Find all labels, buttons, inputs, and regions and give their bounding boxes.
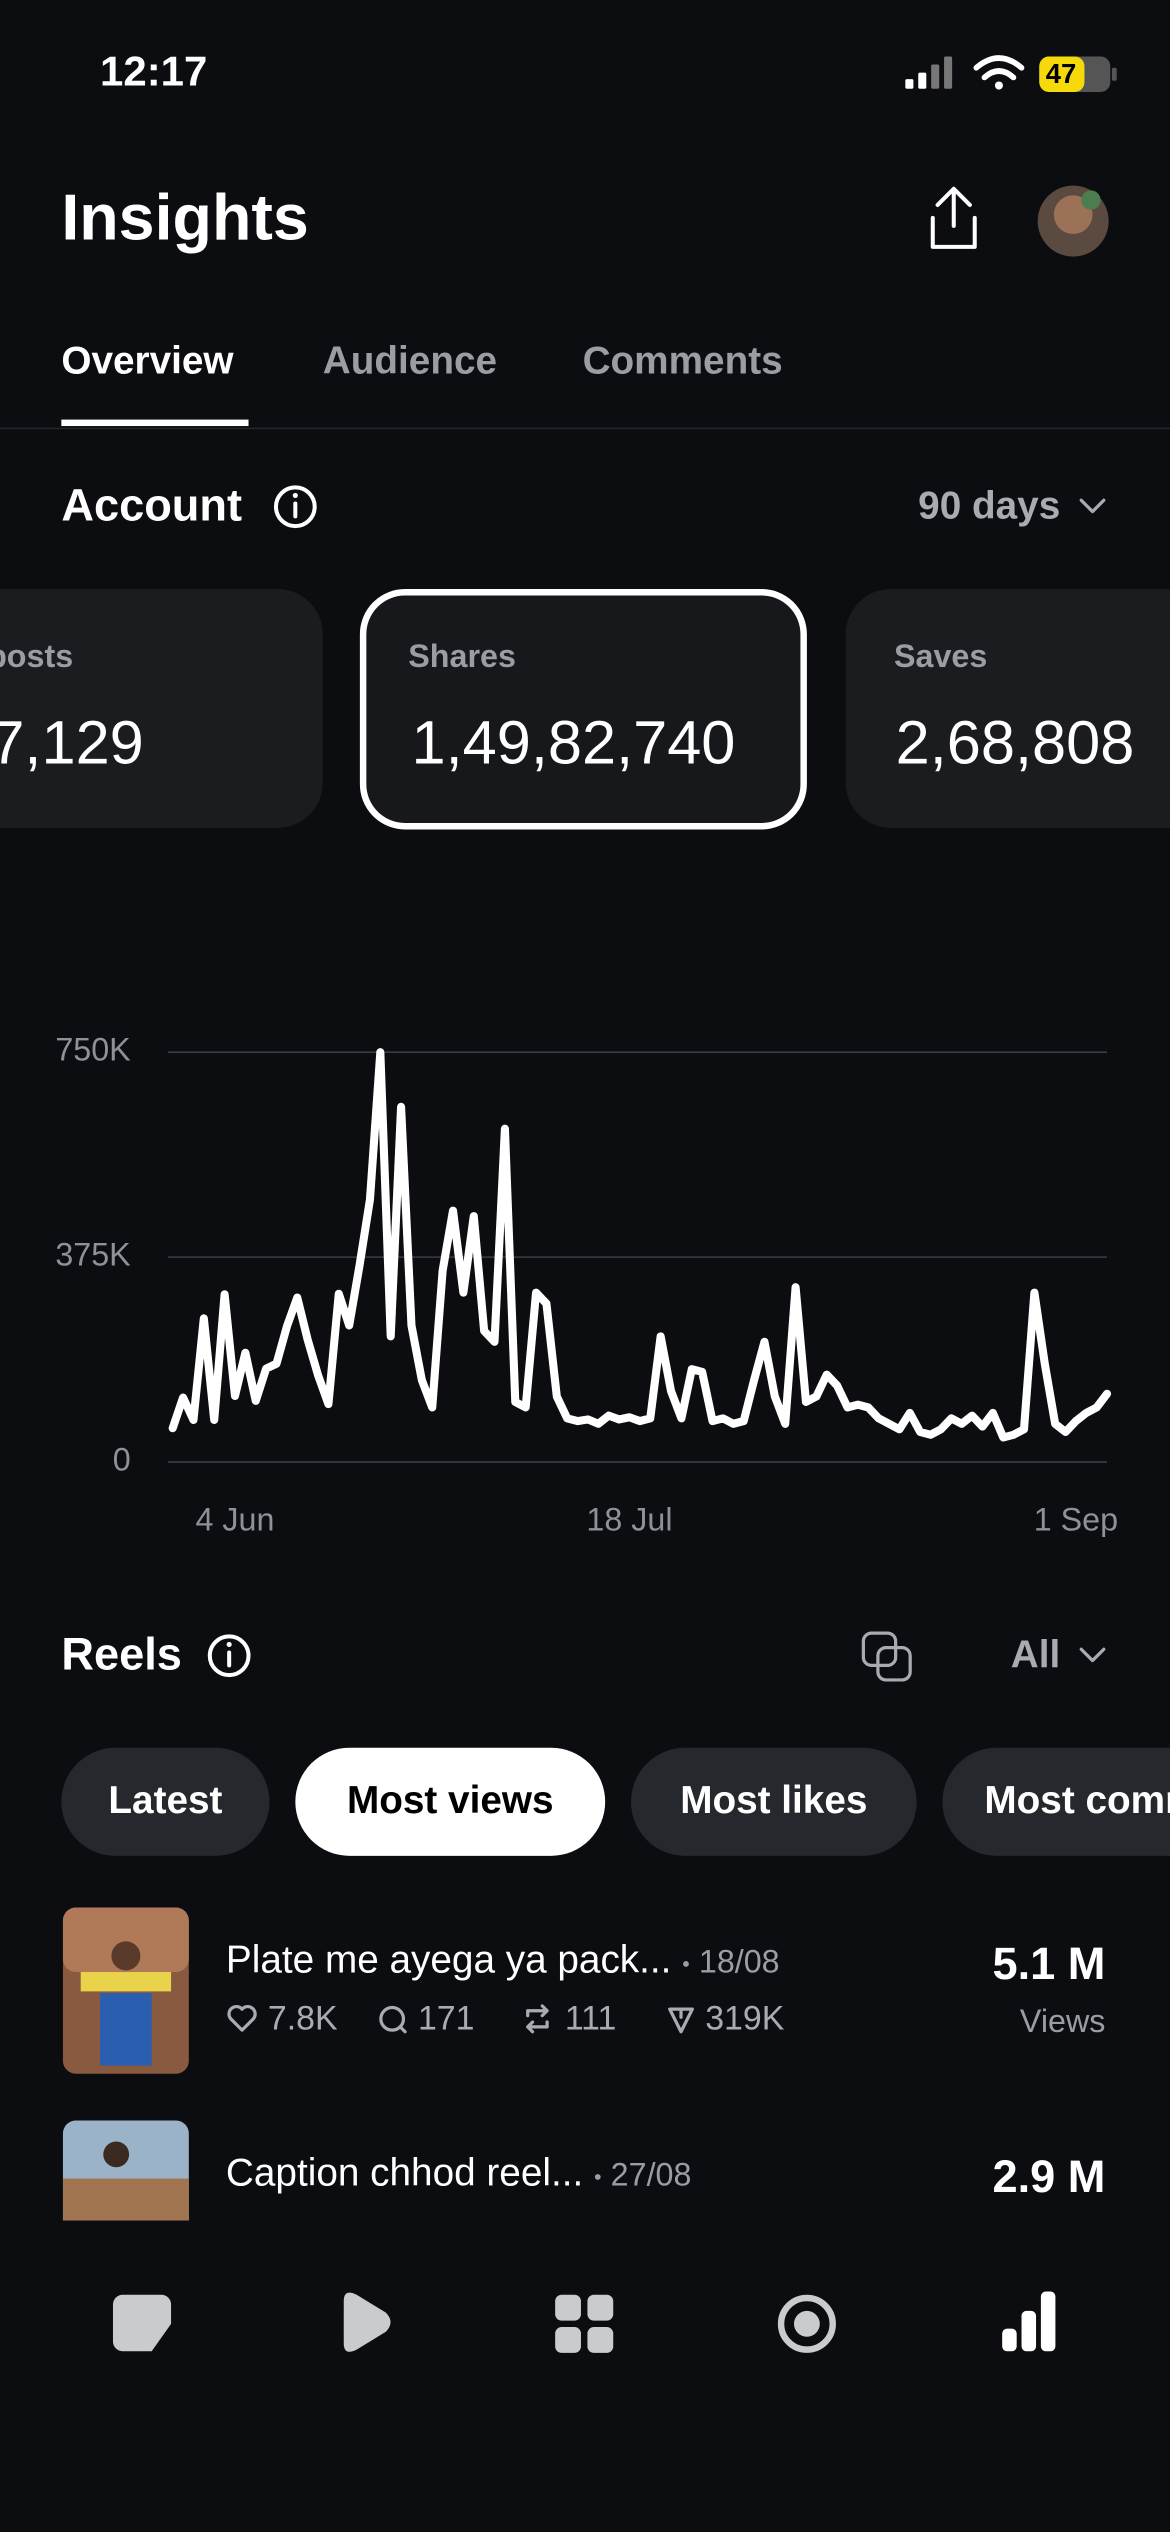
metric-value: 7,129	[0, 707, 144, 776]
profile-avatar[interactable]	[1037, 185, 1109, 257]
metric-card[interactable]	[0, 589, 323, 828]
sort-pill-label[interactable]: Most comments	[984, 1779, 1170, 1822]
send-icon	[668, 2007, 694, 2034]
nav-content[interactable]	[555, 2294, 614, 2353]
comments-count: 171	[418, 1999, 475, 2037]
sort-pill-label[interactable]: Most likes	[680, 1779, 867, 1822]
battery-icon: 47	[1039, 56, 1117, 92]
tab-audience[interactable]: Audience	[323, 339, 497, 382]
period-selector[interactable]: 90 days	[918, 485, 1060, 528]
nav-stories[interactable]	[112, 2294, 172, 2352]
metric-card[interactable]	[845, 589, 1170, 828]
nav-reels[interactable]	[343, 2292, 391, 2352]
info-icon[interactable]	[273, 485, 317, 529]
sort-pill-selected[interactable]	[295, 1747, 606, 1856]
metric-label: Shares	[408, 638, 516, 674]
sort-pill[interactable]	[630, 1747, 917, 1856]
signal-icon	[905, 56, 953, 89]
reel-views: 5.1 M	[992, 1938, 1105, 1989]
reel-thumbnail[interactable]	[62, 2120, 189, 2234]
reel-views-label: Views	[1020, 2003, 1105, 2039]
filter-selector[interactable]: All	[1011, 1634, 1060, 1677]
info-icon[interactable]	[207, 1634, 251, 1678]
section-title: Reels	[61, 1628, 182, 1679]
comment-icon	[379, 2005, 407, 2034]
sort-pill[interactable]	[942, 1747, 1170, 1856]
page-title: Insights	[61, 182, 308, 254]
reel-thumbnail[interactable]	[62, 1907, 189, 2074]
battery-level: 47	[1046, 58, 1077, 89]
repost-icon	[526, 2004, 549, 2034]
tab-overview[interactable]: Overview	[61, 339, 234, 382]
reposts-count: 111	[565, 1999, 616, 2037]
metric-label: Saves	[894, 638, 987, 674]
nav-live[interactable]	[777, 2294, 836, 2353]
separator-dot	[594, 2174, 601, 2180]
y-tick-label: 750K	[55, 1032, 131, 1068]
y-tick-label: 0	[113, 1442, 131, 1478]
reel-date: 18/08	[699, 1943, 780, 1979]
reel-views: 2.9 M	[992, 2151, 1105, 2202]
sort-pill-label[interactable]: Latest	[108, 1779, 222, 1822]
reel-date: 27/08	[611, 2157, 692, 2193]
x-tick-label: 4 Jun	[196, 1501, 275, 1537]
line-chart: 0 375K 750K 4 Jun 18 Jul 1 Sep	[55, 1032, 1118, 1538]
tab-underline	[61, 419, 249, 427]
reel-caption[interactable]: Caption chhod reel...	[226, 2152, 583, 2195]
metric-value: 1,49,82,740	[412, 707, 736, 776]
nav-insights[interactable]	[1002, 2291, 1056, 2352]
chevron	[1079, 498, 1106, 514]
clock: 12:17	[100, 47, 207, 94]
metric-card-selected[interactable]	[359, 589, 807, 830]
tab-comments[interactable]: Comments	[583, 339, 783, 382]
metric-value: 2,68,808	[896, 707, 1135, 776]
likes-count: 7.8K	[268, 1999, 338, 2037]
separator-dot	[683, 1961, 689, 1967]
sends-count: 319K	[705, 1999, 785, 2037]
metric-label: posts	[0, 638, 73, 674]
share-button[interactable]	[930, 186, 977, 249]
y-tick-label: 375K	[55, 1237, 131, 1273]
bottom-nav	[0, 2220, 1170, 2532]
sort-pill-label[interactable]: Most views	[347, 1779, 554, 1822]
reel-caption[interactable]: Plate me ayega ya pack...	[226, 1939, 672, 1982]
x-tick-label: 18 Jul	[586, 1501, 672, 1537]
content-type-icon[interactable]	[861, 1631, 912, 1682]
wifi-icon	[973, 55, 1025, 90]
section-title: Account	[61, 479, 242, 530]
sort-pill[interactable]	[61, 1747, 270, 1856]
chevron	[1079, 1647, 1106, 1663]
x-tick-label: 1 Sep	[1034, 1501, 1118, 1537]
like-icon	[227, 2004, 257, 2032]
line-series	[168, 1048, 1112, 1442]
